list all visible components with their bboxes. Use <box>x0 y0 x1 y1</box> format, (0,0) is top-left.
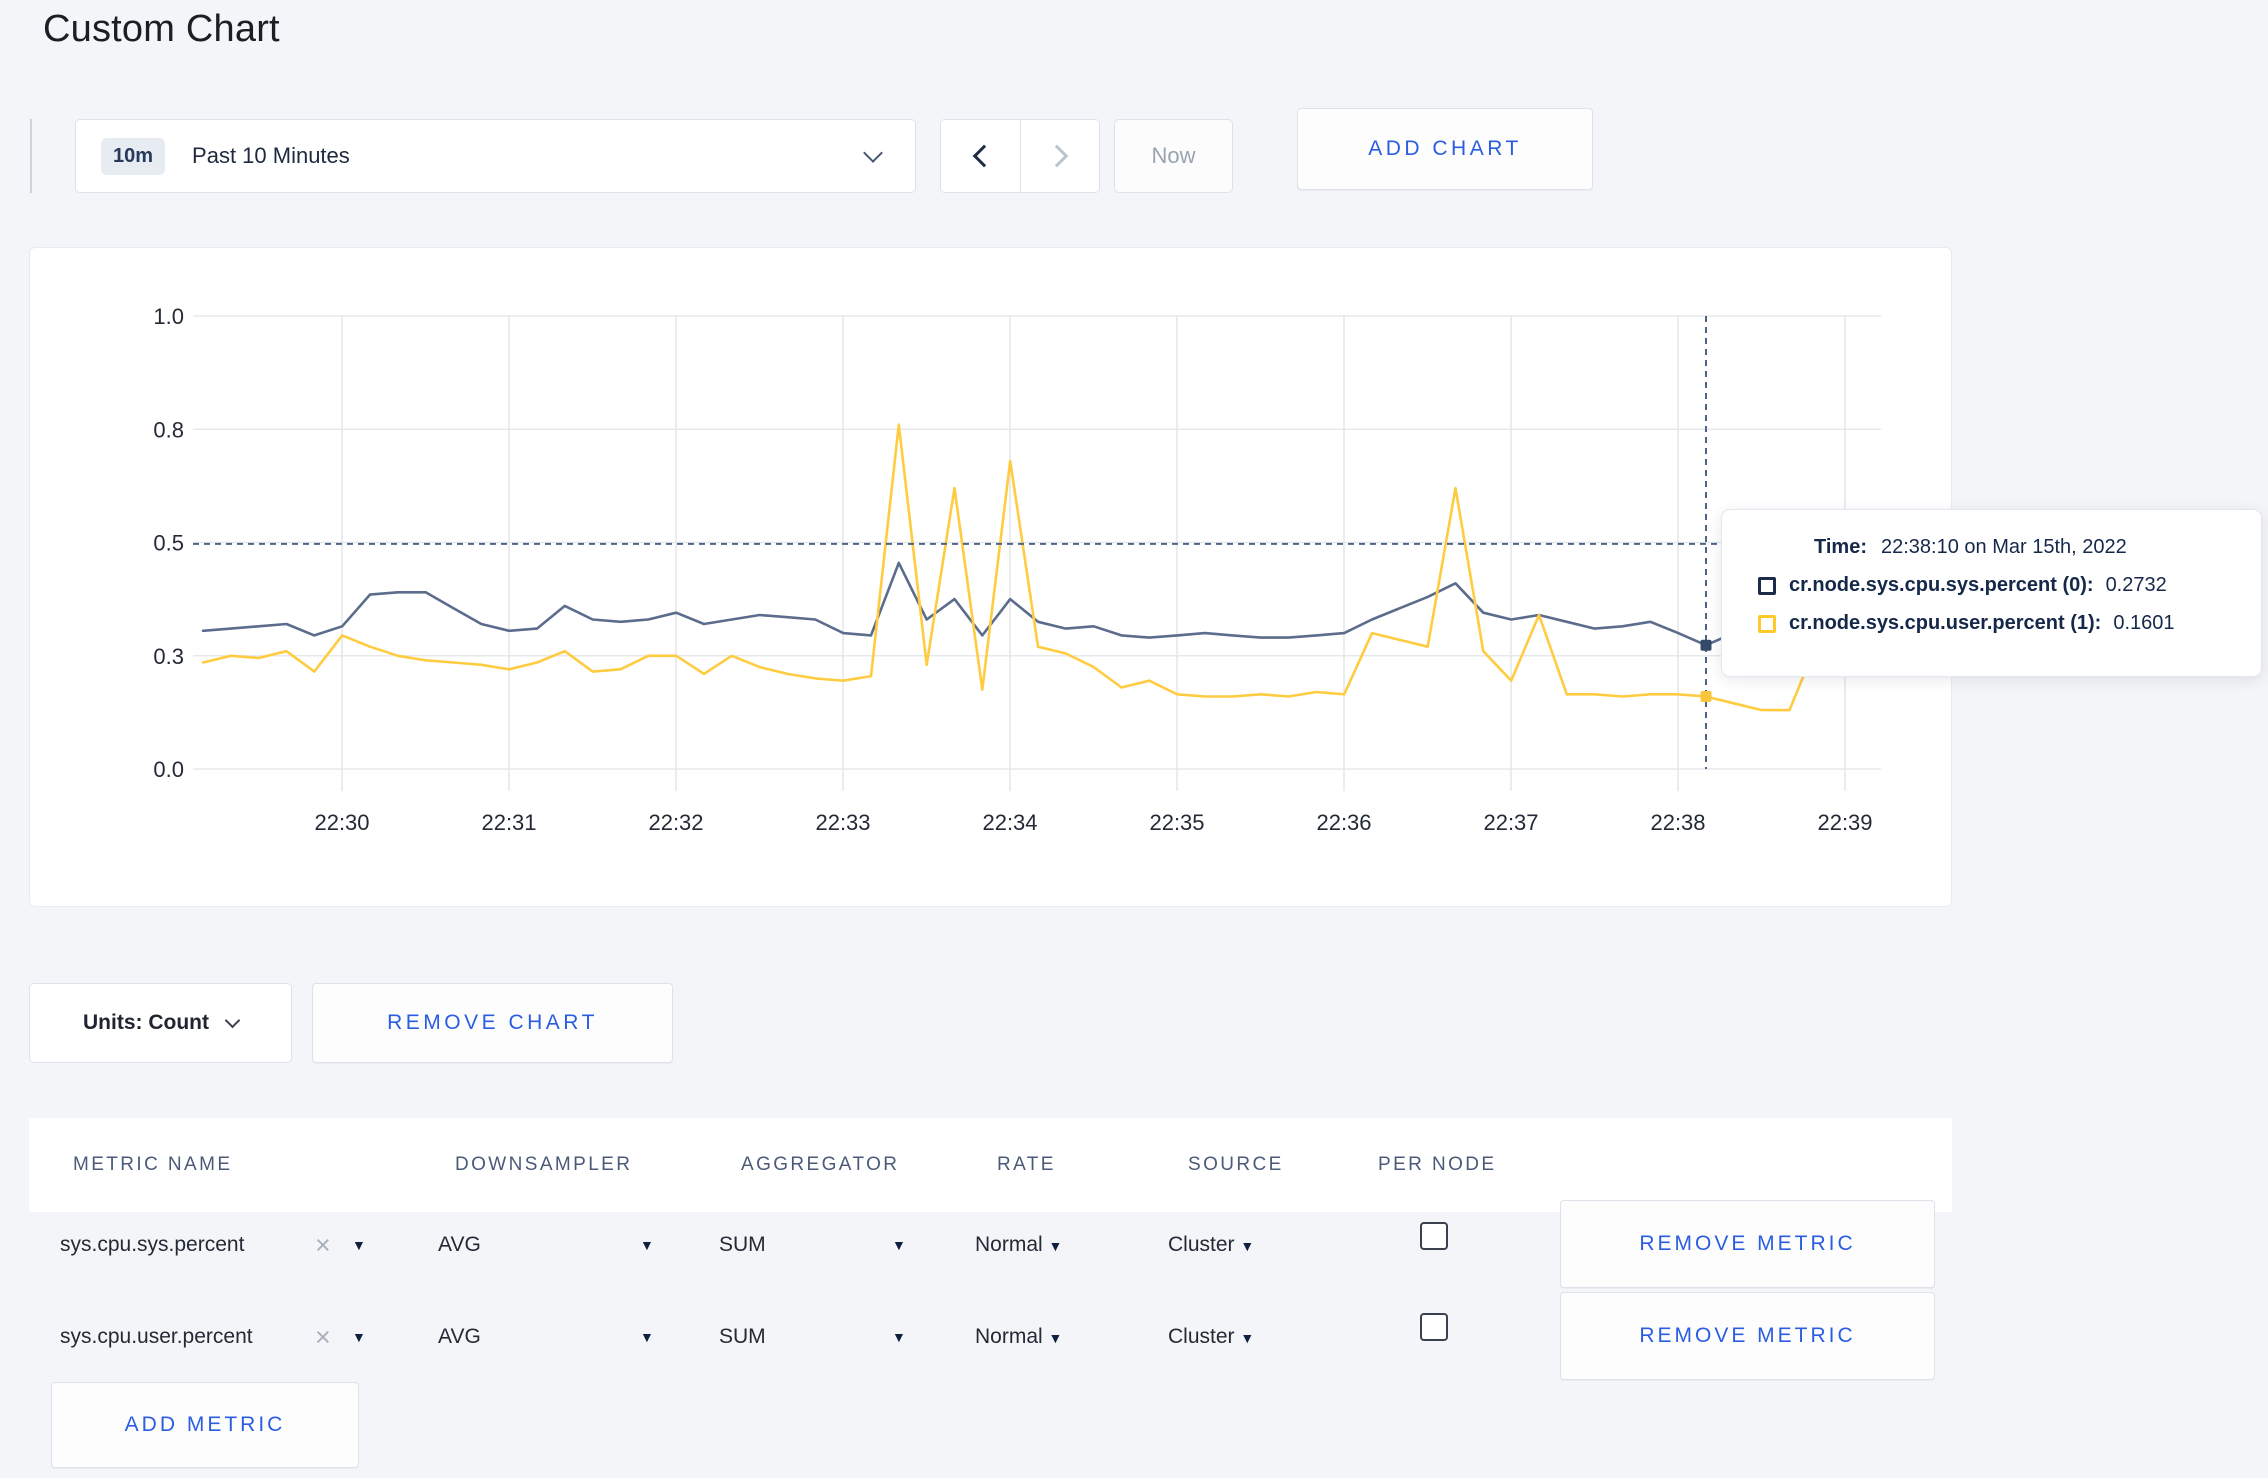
custom-chart-card: 0.0 0.3 0.5 0.8 1.0 22:30 22:31 22:32 22:33 22:34… <box>29 247 1952 907</box>
metric-name-select[interactable]: sys.cpu.sys.percent <box>60 1233 245 1256</box>
time-range-label: Past 10 Minutes <box>192 143 350 168</box>
svg-text:22:38: 22:38 <box>1650 810 1705 835</box>
series-user-swatch-icon <box>1758 614 1776 633</box>
now-button[interactable]: Now <box>1114 119 1233 193</box>
column-downsampler: DOWNSAMPLER <box>455 1154 633 1175</box>
rate-select[interactable]: Normal ▼ <box>975 1233 1063 1256</box>
svg-text:22:32: 22:32 <box>648 810 703 835</box>
svg-text:0.8: 0.8 <box>153 417 184 442</box>
chevron-down-icon[interactable]: ▼ <box>352 1329 366 1345</box>
column-metric-name: METRIC NAME <box>73 1154 233 1175</box>
remove-chart-button[interactable]: REMOVE CHART <box>312 983 673 1063</box>
aggregator-select[interactable]: SUM <box>719 1233 766 1256</box>
metric-name-select[interactable]: sys.cpu.user.percent <box>60 1325 253 1348</box>
svg-text:22:36: 22:36 <box>1316 810 1371 835</box>
column-rate: RATE <box>997 1154 1056 1175</box>
chevron-down-icon[interactable]: ▼ <box>640 1237 654 1253</box>
chevron-right-icon <box>1045 144 1069 168</box>
units-label: Units: Count <box>83 1011 209 1034</box>
table-row: sys.cpu.sys.percent × ▼ AVG ▼ SUM ▼ Norm… <box>29 1198 1952 1292</box>
tooltip-series-value: 0.1601 <box>2113 612 2175 634</box>
tooltip-series-name: cr.node.sys.cpu.user.percent (1): <box>1789 612 2102 634</box>
svg-text:22:35: 22:35 <box>1149 810 1204 835</box>
tooltip-time-label: Time: <box>1814 536 1867 558</box>
time-range-badge: 10m <box>101 137 166 175</box>
page-title: Custom Chart <box>43 8 280 50</box>
chevron-down-icon <box>863 143 883 163</box>
time-range-dropdown[interactable]: 10m Past 10 Minutes <box>75 119 916 193</box>
svg-text:0.3: 0.3 <box>153 644 184 669</box>
add-chart-button[interactable]: ADD CHART <box>1297 108 1593 190</box>
chevron-down-icon[interactable]: ▼ <box>892 1237 906 1253</box>
svg-text:22:31: 22:31 <box>481 810 536 835</box>
svg-text:0.5: 0.5 <box>153 531 184 556</box>
downsampler-select[interactable]: AVG <box>438 1233 481 1256</box>
source-select[interactable]: Cluster ▼ <box>1168 1233 1255 1256</box>
units-dropdown[interactable]: Units: Count <box>29 983 292 1063</box>
downsampler-select[interactable]: AVG <box>438 1325 481 1348</box>
chevron-down-icon: ▼ <box>1048 1330 1063 1346</box>
chevron-down-icon: ▼ <box>1048 1238 1063 1254</box>
cpu-percent-line-chart[interactable]: 0.0 0.3 0.5 0.8 1.0 22:30 22:31 22:32 22:33 22:34… <box>30 248 1951 906</box>
aggregator-select[interactable]: SUM <box>719 1325 766 1348</box>
rate-select[interactable]: Normal ▼ <box>975 1325 1063 1348</box>
svg-text:22:37: 22:37 <box>1483 810 1538 835</box>
column-per-node: PER NODE <box>1378 1154 1497 1175</box>
svg-text:22:34: 22:34 <box>982 810 1037 835</box>
chevron-down-icon: ▼ <box>1240 1238 1255 1254</box>
column-source: SOURCE <box>1188 1154 1284 1175</box>
next-time-button[interactable] <box>1020 120 1099 192</box>
svg-text:22:33: 22:33 <box>815 810 870 835</box>
per-node-checkbox[interactable] <box>1420 1222 1448 1250</box>
chevron-down-icon[interactable]: ▼ <box>640 1329 654 1345</box>
chevron-down-icon: ▼ <box>1240 1330 1255 1346</box>
source-select[interactable]: Cluster ▼ <box>1168 1325 1255 1348</box>
remove-metric-button[interactable]: REMOVE METRIC <box>1560 1200 1935 1288</box>
chevron-left-icon <box>972 144 995 168</box>
svg-text:1.0: 1.0 <box>153 304 184 329</box>
chevron-down-icon[interactable]: ▼ <box>892 1329 906 1345</box>
tooltip-series-name: cr.node.sys.cpu.sys.percent (0): <box>1789 574 2094 596</box>
column-aggregator: AGGREGATOR <box>741 1154 900 1175</box>
svg-text:22:30: 22:30 <box>314 810 369 835</box>
prev-time-button[interactable] <box>941 120 1020 192</box>
chevron-down-icon[interactable]: ▼ <box>352 1237 366 1253</box>
time-step-buttons <box>940 119 1100 193</box>
per-node-checkbox[interactable] <box>1420 1313 1448 1341</box>
svg-text:22:39: 22:39 <box>1817 810 1872 835</box>
series-sys-swatch-icon <box>1758 576 1776 595</box>
tooltip-time-value: 22:38:10 on Mar 15th, 2022 <box>1880 536 2127 558</box>
metrics-table-header: METRIC NAME DOWNSAMPLER AGGREGATOR RATE … <box>29 1118 1952 1212</box>
svg-text:0.0: 0.0 <box>153 757 184 782</box>
clear-metric-icon[interactable]: × <box>315 1230 331 1260</box>
remove-metric-button[interactable]: REMOVE METRIC <box>1560 1292 1935 1380</box>
add-metric-button[interactable]: ADD METRIC <box>51 1382 359 1468</box>
clear-metric-icon[interactable]: × <box>315 1322 331 1352</box>
toolbar-left-rule <box>30 119 32 193</box>
tooltip-series-value: 0.2732 <box>2105 574 2167 596</box>
chevron-down-icon <box>224 1012 241 1028</box>
chart-hover-tooltip: Time: 22:38:10 on Mar 15th, 2022 cr.node… <box>1721 509 2262 677</box>
table-row: sys.cpu.user.percent × ▼ AVG ▼ SUM ▼ Nor… <box>29 1290 1952 1384</box>
